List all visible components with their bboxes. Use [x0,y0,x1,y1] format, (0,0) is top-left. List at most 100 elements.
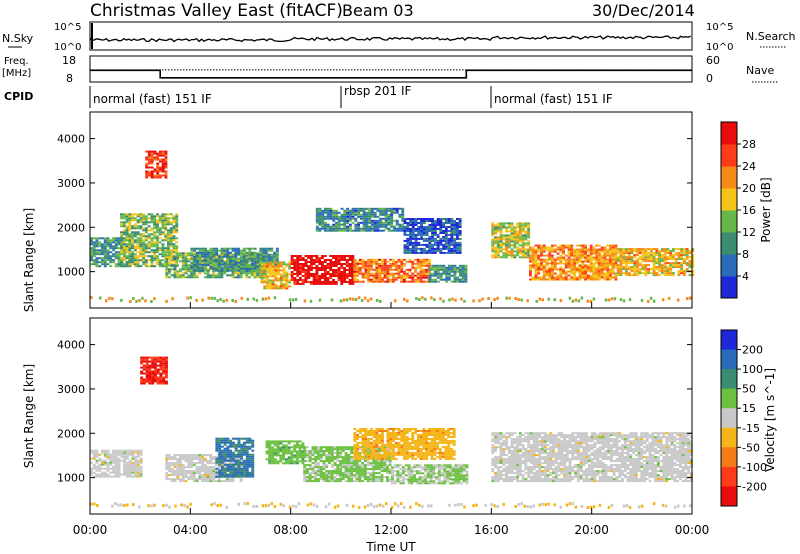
power-ground-cell [649,296,653,300]
power-echo-cell [167,239,170,242]
power-echo-cell [411,272,415,275]
power-echo-cell [542,276,546,279]
velocity-echo-cell [229,457,233,460]
power-echo-cell [187,266,191,269]
velocity-echo-cell [165,462,169,465]
power-echo-cell [343,211,347,214]
power-echo-cell [606,260,610,263]
power-echo-cell [663,274,667,277]
velocity-echo-cell [290,450,294,453]
power-echo-cell [348,259,352,261]
power-echo-cell [433,233,437,236]
power-echo-cell [326,279,330,281]
power-echo-cell [114,243,118,246]
power-echo-cell [245,263,249,266]
power-echo-cell [505,254,508,257]
power-echo-cell [636,270,639,273]
power-echo-cell [365,211,369,214]
power-echo-cell [321,281,324,283]
power-echo-cell [240,261,243,264]
velocity-echo-cell [234,471,238,474]
power-echo-cell [92,243,96,246]
velocity-echo-cell [192,462,196,465]
power-echo-cell [453,268,457,271]
power-echo-cell [356,278,359,281]
power-echo-cell [212,272,216,275]
power-echo-cell [453,230,457,232]
velocity-echo-cell [223,441,227,444]
velocity-echo-cell [237,449,241,452]
power-echo-cell [169,257,173,260]
power-echo-cell [625,248,628,251]
velocity-echo-cell [170,468,174,471]
power-echo-cell [245,255,249,258]
velocity-echo-cell [215,441,219,444]
power-echo-cell [611,262,615,265]
power-echo-cell [226,257,230,260]
power-echo-cell [334,282,338,285]
power-echo-cell [494,224,497,227]
velocity-echo-cell [220,455,224,458]
power-echo-cell [321,263,324,265]
power-echo-cell [120,241,123,244]
power-echo-cell [633,254,637,257]
velocity-echo-cell [134,467,137,470]
power-echo-cell [329,207,333,210]
velocity-echo-cell [134,457,137,460]
power-echo-cell [545,274,549,277]
power-echo-cell [164,172,168,175]
power-echo-cell [340,229,344,232]
power-echo-cell [172,235,176,238]
power-echo-cell [122,245,126,248]
power-echo-cell [264,249,268,252]
power-echo-cell [406,237,410,240]
power-echo-cell [394,272,398,275]
power-echo-cell [378,278,382,281]
power-ground-cell [463,299,466,303]
power-echo-cell [537,264,541,267]
power-echo-cell [420,232,423,234]
power-ground-cell [430,296,433,300]
power-echo-cell [345,277,349,279]
power-echo-cell [394,264,398,267]
power-echo-cell [408,258,412,261]
power-echo-cell [123,243,126,246]
velocity-echo-cell [218,461,222,464]
power-echo-cell [204,267,207,270]
power-echo-cell [606,252,610,255]
power-echo-cell [231,265,235,268]
power-echo-cell [553,244,557,247]
power-echo-cell [592,246,596,249]
power-echo-cell [581,244,585,247]
power-echo-cell [195,263,199,266]
power-echo-cell [95,241,99,244]
power-echo-cell [456,232,459,234]
power-echo-cell [273,259,276,262]
power-echo-cell [367,266,371,269]
power-echo-cell [260,269,264,272]
power-ground-cell [487,297,490,300]
power-echo-cell [190,265,194,268]
power-echo-cell [92,261,96,264]
power-echo-cell [644,252,648,255]
power-echo-cell [358,268,362,271]
power-echo-cell [248,251,252,254]
power-echo-cell [416,262,420,265]
power-echo-cell [425,232,429,234]
power-echo-cell [494,242,497,245]
power-echo-cell [373,219,377,222]
power-echo-cell [353,270,357,273]
power-echo-cell [274,265,278,268]
velocity-echo-cell [206,474,210,477]
power-echo-cell [356,274,359,277]
velocity-echo-cell [279,458,283,461]
power-echo-cell [414,228,418,230]
power-echo-cell [458,222,462,224]
power-echo-cell [125,249,129,252]
power-echo-cell [296,259,300,261]
power-echo-cell [184,254,188,257]
power-echo-cell [345,263,349,265]
power-echo-cell [131,251,134,254]
velocity-echo-cell [209,478,213,481]
velocity-echo-cell [290,452,294,455]
